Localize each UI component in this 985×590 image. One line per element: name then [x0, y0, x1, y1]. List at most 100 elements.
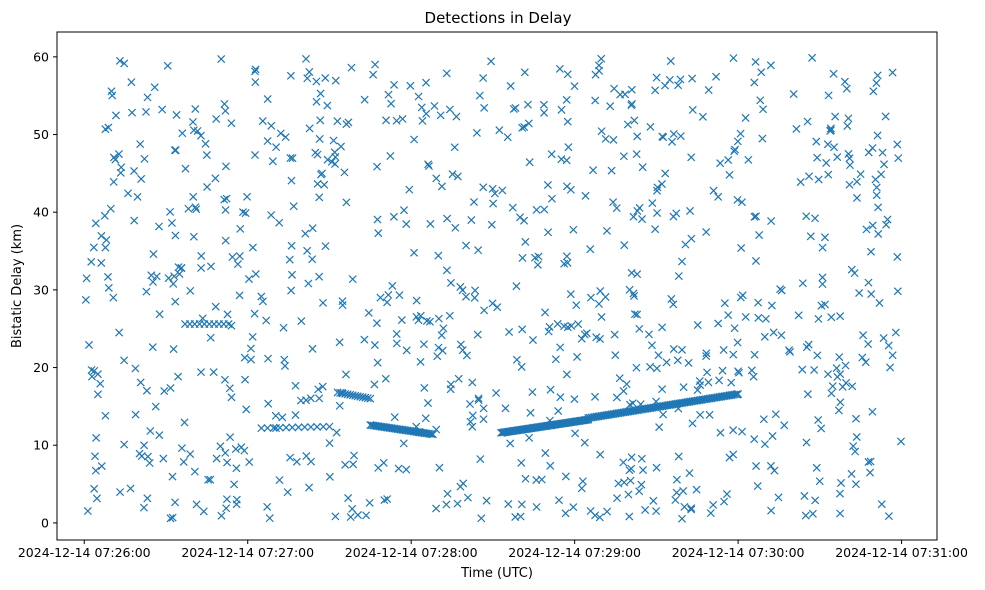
- detection-point: [855, 288, 864, 298]
- detection-point: [556, 343, 565, 352]
- detection-point: [426, 219, 435, 228]
- detection-point: [143, 93, 152, 102]
- detection-point: [840, 77, 849, 86]
- detection-point: [826, 124, 835, 133]
- detection-point: [217, 55, 226, 64]
- detection-point: [692, 485, 701, 494]
- detection-point: [479, 73, 488, 83]
- detection-point: [272, 143, 281, 152]
- x-tick-label: 2024-12-14 07:29:00: [508, 545, 641, 560]
- detection-point: [811, 496, 820, 505]
- detection-point: [282, 423, 291, 432]
- detection-point: [452, 112, 461, 121]
- detection-point: [192, 205, 201, 214]
- detection-point: [812, 463, 821, 472]
- detection-point: [687, 153, 696, 162]
- detection-point: [216, 442, 225, 451]
- detection-point: [517, 362, 526, 371]
- detection-point: [738, 427, 747, 436]
- detection-point: [241, 375, 250, 384]
- detection-point: [268, 157, 277, 166]
- detection-point: [257, 292, 266, 301]
- detection-point: [237, 443, 246, 452]
- detection-point: [619, 387, 628, 396]
- detection-point: [474, 396, 483, 405]
- detection-point: [503, 133, 512, 142]
- detection-point: [714, 319, 723, 328]
- detection-point: [628, 399, 637, 408]
- detection-point: [633, 270, 642, 279]
- detection-point: [373, 162, 382, 171]
- detection-point: [190, 467, 199, 476]
- detection-point: [836, 312, 845, 321]
- detection-point: [888, 351, 897, 360]
- detection-point: [771, 410, 780, 419]
- detection-point: [562, 182, 572, 191]
- detection-point: [852, 177, 861, 186]
- detection-point: [428, 430, 437, 439]
- detection-point: [678, 514, 687, 523]
- detection-point: [341, 370, 350, 379]
- detection-point: [159, 454, 168, 463]
- detection-point: [756, 96, 765, 105]
- detection-point: [174, 263, 183, 272]
- detection-point: [434, 251, 443, 260]
- detection-point: [547, 150, 556, 159]
- detection-point: [803, 390, 812, 399]
- detection-point: [845, 154, 854, 163]
- detection-point: [622, 380, 631, 389]
- detection-point: [627, 453, 636, 462]
- detection-point: [684, 358, 693, 367]
- detection-point: [472, 128, 481, 137]
- detection-point: [389, 212, 398, 221]
- detection-point: [453, 172, 462, 181]
- detection-point: [508, 203, 517, 212]
- detection-point: [172, 110, 181, 119]
- detection-point: [179, 457, 188, 466]
- detection-point: [867, 290, 876, 299]
- detection-point: [669, 300, 678, 309]
- detection-point: [520, 68, 529, 77]
- detection-point: [676, 75, 685, 84]
- detection-point: [136, 378, 145, 387]
- detection-point: [517, 458, 526, 467]
- detection-point: [724, 155, 733, 165]
- detection-point: [296, 396, 305, 405]
- detection-point: [197, 263, 206, 273]
- detection-point: [879, 334, 888, 343]
- detection-point: [387, 99, 396, 108]
- detection-point: [133, 192, 142, 201]
- detection-point: [209, 368, 218, 377]
- detection-point: [824, 91, 833, 100]
- detection-point: [551, 355, 560, 364]
- detection-point: [864, 148, 873, 157]
- detection-point: [798, 279, 807, 288]
- detection-point: [81, 295, 90, 304]
- detection-point: [221, 106, 230, 115]
- detection-point: [630, 291, 639, 300]
- detection-point: [341, 460, 350, 469]
- detection-point: [201, 139, 210, 148]
- detection-point: [139, 503, 148, 512]
- detection-point: [212, 114, 221, 123]
- detection-point: [729, 54, 738, 63]
- detection-point: [204, 475, 213, 484]
- detection-point: [638, 163, 647, 172]
- detection-point: [730, 147, 739, 156]
- detection-point: [511, 103, 520, 112]
- detection-point: [823, 140, 832, 149]
- detection-point: [704, 85, 713, 95]
- detection-point: [269, 423, 278, 432]
- detection-point: [702, 352, 711, 361]
- detection-point: [91, 466, 100, 475]
- detection-point: [709, 500, 718, 509]
- detection-point: [660, 81, 670, 90]
- detection-point: [877, 170, 886, 179]
- detection-point: [223, 458, 232, 467]
- detection-point: [446, 385, 455, 394]
- detection-point: [456, 340, 465, 349]
- detection-point: [852, 432, 861, 442]
- detection-point: [191, 104, 200, 114]
- detection-point: [222, 495, 231, 504]
